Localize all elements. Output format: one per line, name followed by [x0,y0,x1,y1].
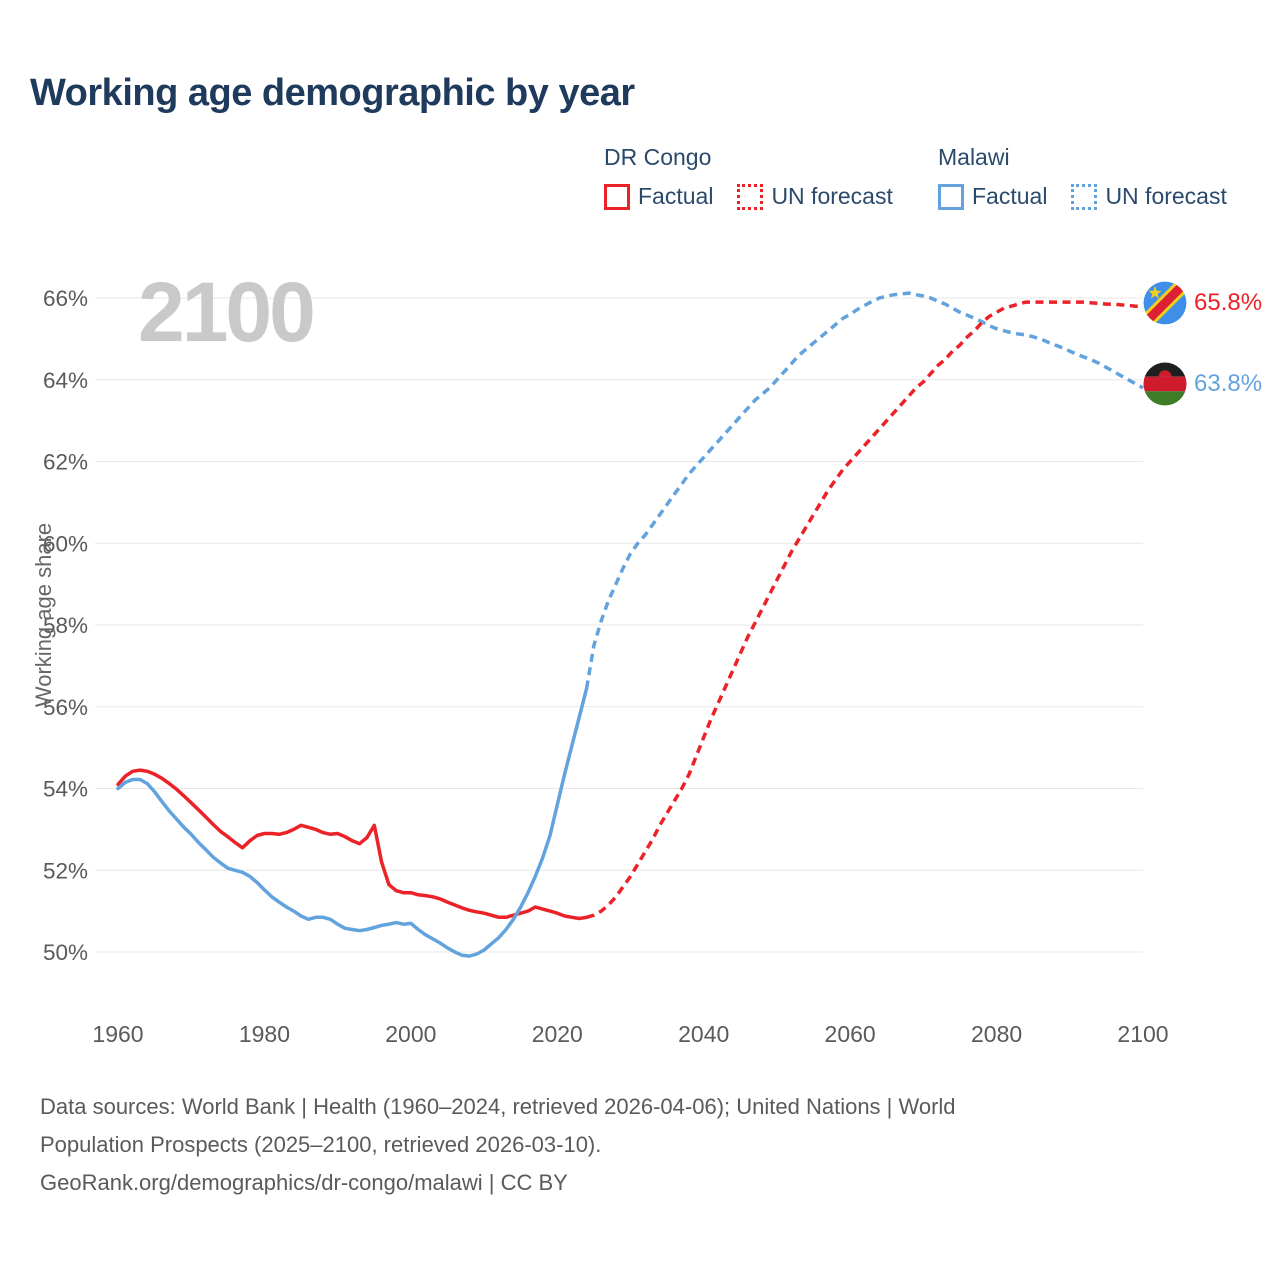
axis-tick-labels: 66% 64% 62% 60% 58% 56% 54% 52% 50% 1960 1980 2000 2… [43,286,1169,1047]
x-tick-label: 2060 [825,1021,876,1047]
legend-header-dr-congo: DR Congo [604,144,712,170]
legend-items: Factual UN forecast [604,183,893,210]
x-tick-label: 2100 [1117,1021,1168,1047]
malawi-flag-icon [1143,362,1187,406]
end-label-malawi: 63.8% [1143,362,1262,406]
legend-group-dr-congo: DR Congo Factual UN forecast [604,144,893,210]
legend-group-malawi: Malawi Factual UN forecast [938,144,1227,210]
x-tick-label: 1960 [92,1021,143,1047]
footer-sources: Data sources: World Bank | Health (1960–… [40,1088,1190,1202]
y-tick-label: 64% [43,368,88,393]
legend-items: Factual UN forecast [938,183,1227,210]
page-title: Working age demographic by year [30,72,635,114]
watermark-year: 2100 [138,265,313,359]
y-tick-label: 56% [43,695,88,720]
series-malawi-un-forecast [584,291,1144,689]
solid-line-swatch-icon [938,183,964,210]
dotted-line-swatch-icon [737,183,764,210]
y-tick-label: 66% [43,286,88,311]
y-tick-label: 60% [43,531,88,556]
series-dr-congo-un-forecast [586,300,1143,919]
x-tick-label: 2020 [532,1021,583,1047]
dr-congo-flag-icon [1143,281,1187,325]
series-dr-congo-factual [116,768,589,921]
legend-item-label: UN forecast [771,183,893,209]
legend-header-malawi: Malawi [938,144,1010,170]
x-tick-label: 2040 [678,1021,729,1047]
end-value-malawi: 63.8% [1194,370,1263,397]
end-value-dr-congo: 65.8% [1194,289,1263,316]
gridlines [95,297,1143,953]
y-tick-label: 58% [43,613,88,638]
y-axis-title: Working age share [31,522,56,708]
x-tick-label: 2080 [971,1021,1022,1047]
legend-item-mw-forecast[interactable]: UN forecast [1071,183,1227,210]
end-label-dr-congo: 65.8% [1143,281,1262,325]
legend-item-drc-factual[interactable]: Factual [604,183,713,210]
solid-line-swatch-icon [604,183,630,210]
series-malawi-factual [116,686,589,958]
footer-line: Data sources: World Bank | Health (1960–… [40,1094,956,1119]
legend-item-label: Factual [638,183,714,209]
series-lines [116,291,1144,958]
x-tick-label: 1980 [239,1021,290,1047]
y-tick-label: 50% [43,940,88,965]
legend-item-mw-factual[interactable]: Factual [938,183,1047,210]
y-tick-label: 62% [43,450,88,475]
footer-line: GeoRank.org/demographics/dr-congo/malawi… [40,1170,568,1195]
legend-item-label: UN forecast [1105,183,1227,209]
legend-item-label: Factual [972,183,1048,209]
y-tick-label: 52% [43,858,88,883]
legend-item-drc-forecast[interactable]: UN forecast [737,183,893,210]
dotted-line-swatch-icon [1071,183,1098,210]
x-tick-label: 2000 [385,1021,436,1047]
y-tick-label: 54% [43,777,88,802]
footer-line: Population Prospects (2025–2100, retriev… [40,1132,602,1157]
